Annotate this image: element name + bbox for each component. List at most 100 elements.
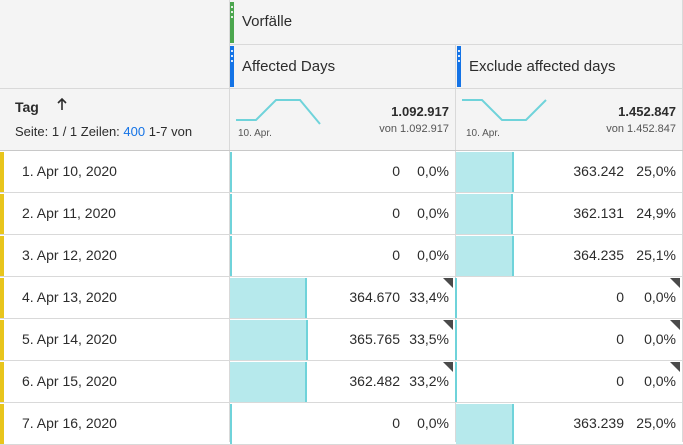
- column-divider: [229, 0, 230, 442]
- anomaly-corner-icon[interactable]: [443, 362, 453, 372]
- metric2-bar: [456, 194, 512, 234]
- metric2-total: 1.452.847: [618, 104, 676, 119]
- metric1-bar-edge: [306, 320, 308, 360]
- metric2-percent: 25,0%: [636, 415, 676, 431]
- metric2-bar: [456, 236, 513, 276]
- pager-range-text: 1-7 von: [148, 124, 193, 139]
- metric1-percent: 33,2%: [409, 373, 449, 389]
- metric1-value[interactable]: 364.670: [349, 289, 400, 305]
- metric1-value[interactable]: 365.765: [349, 331, 400, 347]
- anomaly-corner-icon[interactable]: [670, 362, 680, 372]
- table-header: [0, 0, 683, 150]
- row-highlight: [0, 236, 4, 276]
- metric1-value[interactable]: 0: [392, 415, 400, 431]
- header-divider: [229, 44, 683, 45]
- metric2-bar-edge: [455, 362, 457, 402]
- group-drag-handle[interactable]: [230, 2, 234, 43]
- rows-per-page-link[interactable]: 400: [123, 124, 146, 139]
- metric1-percent: 33,5%: [409, 331, 449, 347]
- metric1-value[interactable]: 0: [392, 205, 400, 221]
- metric1-bar-edge: [230, 404, 232, 444]
- dimension-title[interactable]: Tag: [15, 99, 39, 115]
- metric2-bar-edge: [455, 278, 457, 318]
- metric2-bar-edge: [455, 320, 457, 360]
- metric2-bar: [456, 404, 513, 444]
- pager-page-text: Seite: 1 / 1 Zeilen:: [15, 124, 120, 139]
- metric1-bar-edge: [230, 236, 232, 276]
- metric2-value[interactable]: 363.242: [573, 163, 624, 179]
- metric1-percent: 33,4%: [409, 289, 449, 305]
- metric1-bar-edge: [305, 278, 307, 318]
- row-highlight: [0, 152, 4, 192]
- metric1-value[interactable]: 0: [392, 163, 400, 179]
- anomaly-corner-icon[interactable]: [670, 320, 680, 330]
- metric1-value[interactable]: 0: [392, 247, 400, 263]
- row-highlight: [0, 278, 4, 318]
- metric2-value[interactable]: 364.235: [573, 247, 624, 263]
- metric2-value[interactable]: 363.239: [573, 415, 624, 431]
- column-divider: [455, 44, 456, 442]
- header-divider: [0, 150, 683, 151]
- metric2-sparkline-label: 10. Apr.: [466, 128, 500, 139]
- row-divider: [0, 192, 683, 193]
- row-label[interactable]: 7. Apr 16, 2020: [22, 415, 117, 431]
- row-label[interactable]: 2. Apr 11, 2020: [22, 205, 116, 221]
- group-label[interactable]: Vorfälle: [242, 13, 293, 30]
- metric1-bar-edge: [230, 152, 232, 192]
- row-label[interactable]: 4. Apr 13, 2020: [22, 289, 117, 305]
- row-label[interactable]: 6. Apr 15, 2020: [22, 373, 117, 389]
- row-highlight: [0, 362, 4, 402]
- metric2-percent: 0,0%: [644, 289, 676, 305]
- metric2-bar: [456, 152, 513, 192]
- row-label[interactable]: 1. Apr 10, 2020: [22, 163, 117, 179]
- row-divider: [0, 402, 683, 403]
- metric2-value[interactable]: 0: [616, 331, 624, 347]
- row-highlight: [0, 194, 4, 234]
- metric2-total-of: von 1.452.847: [606, 123, 676, 135]
- row-highlight: [0, 404, 4, 444]
- metric1-drag-handle[interactable]: [230, 46, 234, 87]
- metric2-value[interactable]: 362.131: [573, 205, 624, 221]
- row-divider: [0, 234, 683, 235]
- anomaly-corner-icon[interactable]: [443, 278, 453, 288]
- metric2-drag-handle[interactable]: [457, 46, 461, 87]
- metric2-bar-edge: [512, 152, 514, 192]
- metric2-title[interactable]: Exclude affected days: [469, 58, 616, 75]
- anomaly-corner-icon[interactable]: [670, 278, 680, 288]
- row-highlight: [0, 320, 4, 360]
- metric1-title[interactable]: Affected Days: [242, 58, 336, 75]
- metric1-bar: [230, 278, 305, 318]
- metric1-sparkline-label: 10. Apr.: [238, 128, 272, 139]
- anomaly-corner-icon[interactable]: [443, 320, 453, 330]
- metric1-bar: [230, 362, 305, 402]
- metric1-value[interactable]: 362.482: [349, 373, 400, 389]
- pagination: Seite: 1 / 1 Zeilen: 400 1-7 von: [15, 124, 192, 139]
- row-divider: [0, 318, 683, 319]
- arrow-up-icon[interactable]: [56, 97, 68, 114]
- metric1-total: 1.092.917: [391, 104, 449, 119]
- metric1-bar-edge: [230, 194, 232, 234]
- metric2-value[interactable]: 0: [616, 373, 624, 389]
- metric2-percent: 0,0%: [644, 373, 676, 389]
- metric1-percent: 0,0%: [417, 247, 449, 263]
- metric2-bar-edge: [512, 236, 514, 276]
- metric1-percent: 0,0%: [417, 415, 449, 431]
- row-divider: [0, 276, 683, 277]
- metric1-bar-edge: [305, 362, 307, 402]
- metric2-percent: 0,0%: [644, 331, 676, 347]
- metric1-percent: 0,0%: [417, 205, 449, 221]
- metric2-percent: 24,9%: [636, 205, 676, 221]
- metric1-sparkline: [236, 99, 321, 125]
- metric2-percent: 25,1%: [636, 247, 676, 263]
- row-divider: [0, 360, 683, 361]
- row-label[interactable]: 3. Apr 12, 2020: [22, 247, 117, 263]
- metric2-sparkline: [462, 99, 547, 121]
- metric2-bar-edge: [512, 404, 514, 444]
- metric1-percent: 0,0%: [417, 163, 449, 179]
- metric1-bar: [230, 320, 306, 360]
- metric2-percent: 25,0%: [636, 163, 676, 179]
- metric1-total-of: von 1.092.917: [379, 123, 449, 135]
- row-label[interactable]: 5. Apr 14, 2020: [22, 331, 117, 347]
- metric2-value[interactable]: 0: [616, 289, 624, 305]
